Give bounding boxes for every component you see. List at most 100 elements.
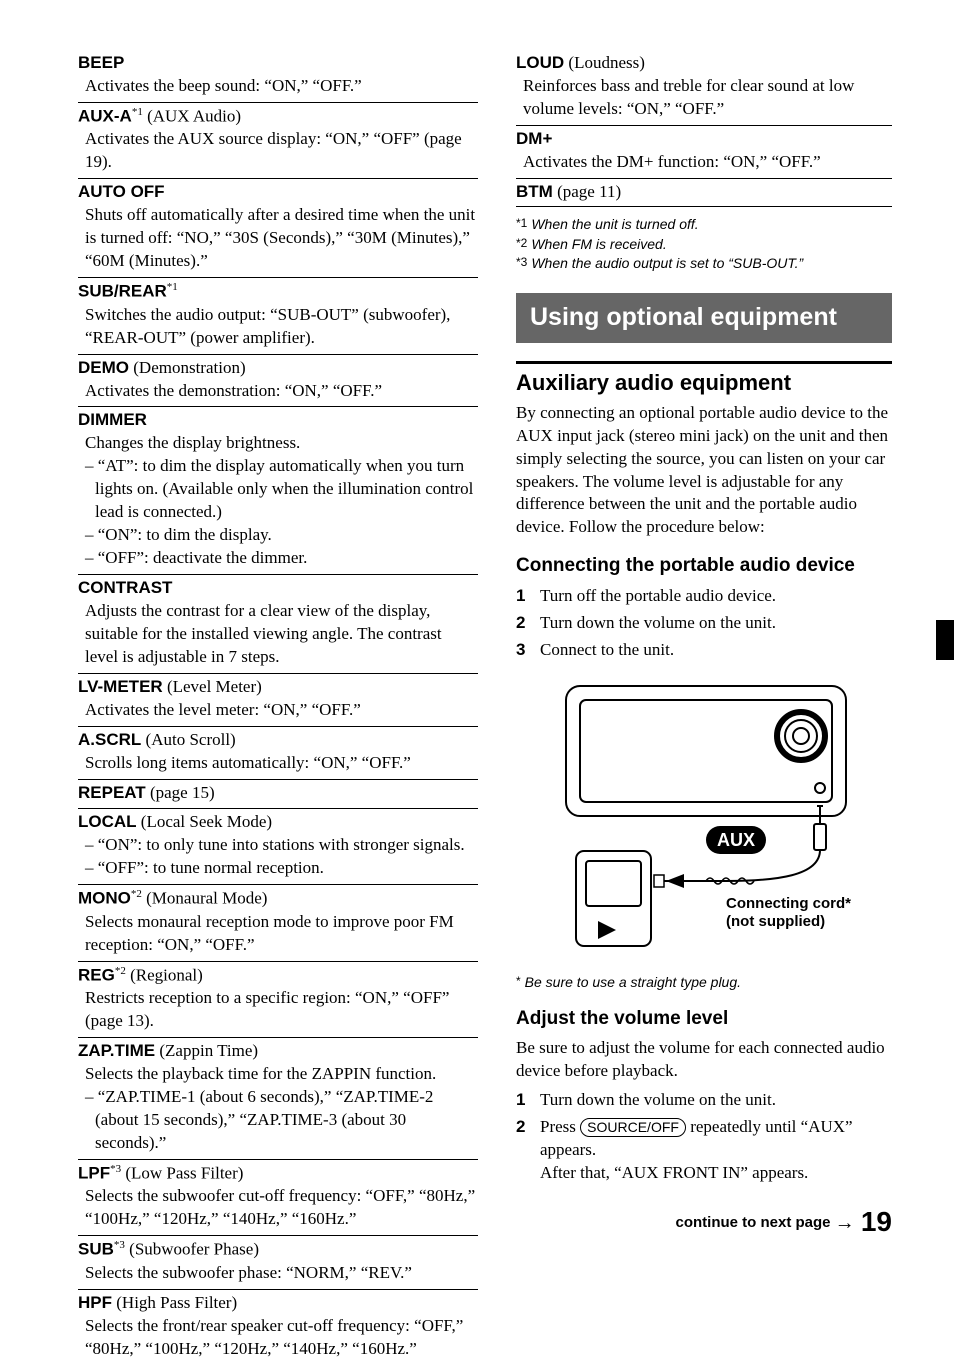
setting-option: – “ZAP.TIME-1 (about 6 seconds),” “ZAP.T… bbox=[88, 1086, 478, 1155]
setting-title: AUTO OFF bbox=[78, 182, 165, 201]
footnote-ref: *1 bbox=[132, 106, 143, 118]
setting-entry: REG*2 (Regional)Restricts reception to a… bbox=[78, 961, 478, 1037]
setting-description: Changes the display brightness. bbox=[78, 432, 478, 455]
setting-title: MONO bbox=[78, 889, 131, 908]
setting-entry: CONTRAST Adjusts the contrast for a clear… bbox=[78, 574, 478, 673]
setting-title: CONTRAST bbox=[78, 578, 172, 597]
setting-entry: REPEAT (page 15) bbox=[78, 779, 478, 809]
setting-entry: HPF (High Pass Filter)Selects the front/… bbox=[78, 1289, 478, 1365]
setting-description: Shuts off automatically after a desired … bbox=[78, 204, 478, 273]
setting-entry: DM+ Activates the DM+ function: “ON,” “OF… bbox=[516, 125, 892, 178]
continue-to-next: continue to next page → 19 bbox=[516, 1203, 892, 1241]
step-number: 2 bbox=[516, 612, 530, 635]
page-number: 19 bbox=[861, 1203, 892, 1241]
step-item: 2 Turn down the volume on the unit. bbox=[516, 612, 892, 635]
setting-description: Activates the AUX source display: “ON,” … bbox=[78, 128, 478, 174]
step-text: Turn down the volume on the unit. bbox=[540, 1089, 776, 1112]
setting-option: – “ON”: to only tune into stations with … bbox=[88, 834, 478, 857]
setting-entry: LPF*3 (Low Pass Filter) Selects the subwo… bbox=[78, 1159, 478, 1235]
adjust-steps: 1 Turn down the volume on the unit. 2Press… bbox=[516, 1089, 892, 1185]
setting-title: REPEAT bbox=[78, 783, 146, 802]
right-column: LOUD (Loudness) Reinforces bass and trebl… bbox=[516, 50, 892, 1365]
step-text: Turn down the volume on the unit. bbox=[540, 612, 776, 635]
connect-steps: 1Turn off the portable audio device.2Tur… bbox=[516, 585, 892, 662]
adjust-paragraph: Be sure to adjust the volume for each co… bbox=[516, 1037, 892, 1083]
step-item: 3 Connect to the unit. bbox=[516, 639, 892, 662]
section-heading: Using optional equipment bbox=[516, 293, 892, 343]
setting-title: DM+ bbox=[516, 129, 552, 148]
diagram-footnote: *Be sure to use a straight type plug. bbox=[516, 973, 892, 992]
connect-heading: Connecting the portable audio device bbox=[516, 553, 892, 579]
setting-entry: AUTO OFF Shuts off automatically after a … bbox=[78, 178, 478, 277]
setting-subtitle: (Regional) bbox=[126, 965, 203, 984]
setting-entry: LOUD (Loudness) Reinforces bass and trebl… bbox=[516, 50, 892, 125]
setting-entry: LV-METER (Level Meter)Activates the leve… bbox=[78, 673, 478, 726]
footnote: *1When the unit is turned off. bbox=[516, 215, 892, 234]
setting-description: Activates the beep sound: “ON,” “OFF.” bbox=[78, 75, 478, 98]
setting-description: Reinforces bass and treble for clear sou… bbox=[516, 75, 892, 121]
setting-title: LV-METER bbox=[78, 677, 163, 696]
step-item: 1 Turn down the volume on the unit. bbox=[516, 1089, 892, 1112]
setting-subtitle: (Low Pass Filter) bbox=[121, 1164, 243, 1183]
connection-diagram: AUX bbox=[546, 676, 892, 963]
setting-title: BEEP bbox=[78, 53, 124, 72]
setting-subtitle: (Demonstration) bbox=[129, 358, 246, 377]
setting-title: DEMO bbox=[78, 358, 129, 377]
setting-subtitle: (Auto Scroll) bbox=[141, 730, 235, 749]
setting-entry: AUX-A*1 (AUX Audio)Activates the AUX sou… bbox=[78, 102, 478, 178]
setting-subtitle: (page 11) bbox=[553, 182, 621, 201]
left-column: BEEP Activates the beep sound: “ON,” “OFF… bbox=[78, 50, 478, 1365]
setting-subtitle: (Level Meter) bbox=[163, 677, 262, 696]
setting-option: – “ON”: to dim the display. bbox=[88, 524, 478, 547]
setting-title: LOCAL bbox=[78, 812, 137, 831]
step-number: 3 bbox=[516, 639, 530, 662]
setting-subtitle: (Subwoofer Phase) bbox=[125, 1240, 259, 1259]
setting-entry: BTM (page 11) bbox=[516, 178, 892, 207]
setting-title: LOUD bbox=[516, 53, 564, 72]
setting-entry: DEMO (Demonstration) Activates the demons… bbox=[78, 354, 478, 407]
setting-entry: BEEP Activates the beep sound: “ON,” “OFF… bbox=[78, 50, 478, 102]
step-subtext: After that, “AUX FRONT IN” appears. bbox=[540, 1162, 892, 1185]
setting-entry: DIMMERChanges the display brightness.– “… bbox=[78, 406, 478, 574]
footnote-ref: *3 bbox=[110, 1163, 121, 1175]
setting-description: Activates the DM+ function: “ON,” “OFF.” bbox=[516, 151, 892, 174]
aux-heading: Auxiliary audio equipment bbox=[516, 368, 892, 398]
adjust-heading: Adjust the volume level bbox=[516, 1006, 892, 1032]
setting-description: Selects monaural reception mode to impro… bbox=[78, 911, 478, 957]
setting-description: Adjusts the contrast for a clear view of… bbox=[78, 600, 478, 669]
setting-option: – “AT”: to dim the display automatically… bbox=[88, 455, 478, 524]
setting-entry: SUB/REAR*1 Switches the audio output: “SU… bbox=[78, 277, 478, 353]
setting-description: Switches the audio output: “SUB-OUT” (su… bbox=[78, 304, 478, 350]
setting-entry: ZAP.TIME (Zappin Time)Selects the playba… bbox=[78, 1037, 478, 1159]
setting-description: Selects the front/rear speaker cut-off f… bbox=[78, 1315, 478, 1361]
setting-description: Activates the demonstration: “ON,” “OFF.… bbox=[78, 380, 478, 403]
step-item: 2Press SOURCE/OFF repeatedly until “AUX”… bbox=[516, 1116, 892, 1185]
setting-title: LPF bbox=[78, 1164, 110, 1183]
setting-subtitle: (AUX Audio) bbox=[143, 107, 241, 126]
svg-text:Connecting cord*: Connecting cord* bbox=[726, 895, 851, 912]
step-number: 1 bbox=[516, 1089, 530, 1112]
footnote-ref: *2 bbox=[131, 888, 142, 900]
setting-option: – “OFF”: to tune normal reception. bbox=[88, 857, 478, 880]
footnote-ref: *3 bbox=[114, 1239, 125, 1251]
setting-description: Selects the subwoofer phase: “NORM,” “RE… bbox=[78, 1262, 478, 1285]
setting-entry: LOCAL (Local Seek Mode)– “ON”: to only t… bbox=[78, 808, 478, 884]
setting-entry: MONO*2 (Monaural Mode)Selects monaural r… bbox=[78, 884, 478, 960]
svg-text:(not supplied): (not supplied) bbox=[726, 913, 825, 930]
setting-entry: SUB*3 (Subwoofer Phase)Selects the subwo… bbox=[78, 1235, 478, 1289]
setting-description: Scrolls long items automatically: “ON,” … bbox=[78, 752, 478, 775]
step-number: 1 bbox=[516, 585, 530, 608]
setting-entry: A.SCRL (Auto Scroll)Scrolls long items a… bbox=[78, 726, 478, 779]
setting-subtitle: (Zappin Time) bbox=[155, 1041, 258, 1060]
setting-subtitle: (Loudness) bbox=[564, 53, 645, 72]
footnote-ref: *1 bbox=[167, 281, 178, 293]
footnotes: *1When the unit is turned off.*2When FM … bbox=[516, 215, 892, 274]
step-number: 2 bbox=[516, 1116, 530, 1185]
setting-title: DIMMER bbox=[78, 410, 147, 429]
step-text: Press SOURCE/OFF repeatedly until “AUX” … bbox=[540, 1116, 892, 1185]
setting-title: SUB/REAR bbox=[78, 282, 167, 301]
step-text: Connect to the unit. bbox=[540, 639, 674, 662]
edge-tab bbox=[936, 620, 954, 660]
setting-description: Selects the subwoofer cut-off frequency:… bbox=[78, 1185, 478, 1231]
button-label-pill: SOURCE/OFF bbox=[580, 1118, 686, 1137]
